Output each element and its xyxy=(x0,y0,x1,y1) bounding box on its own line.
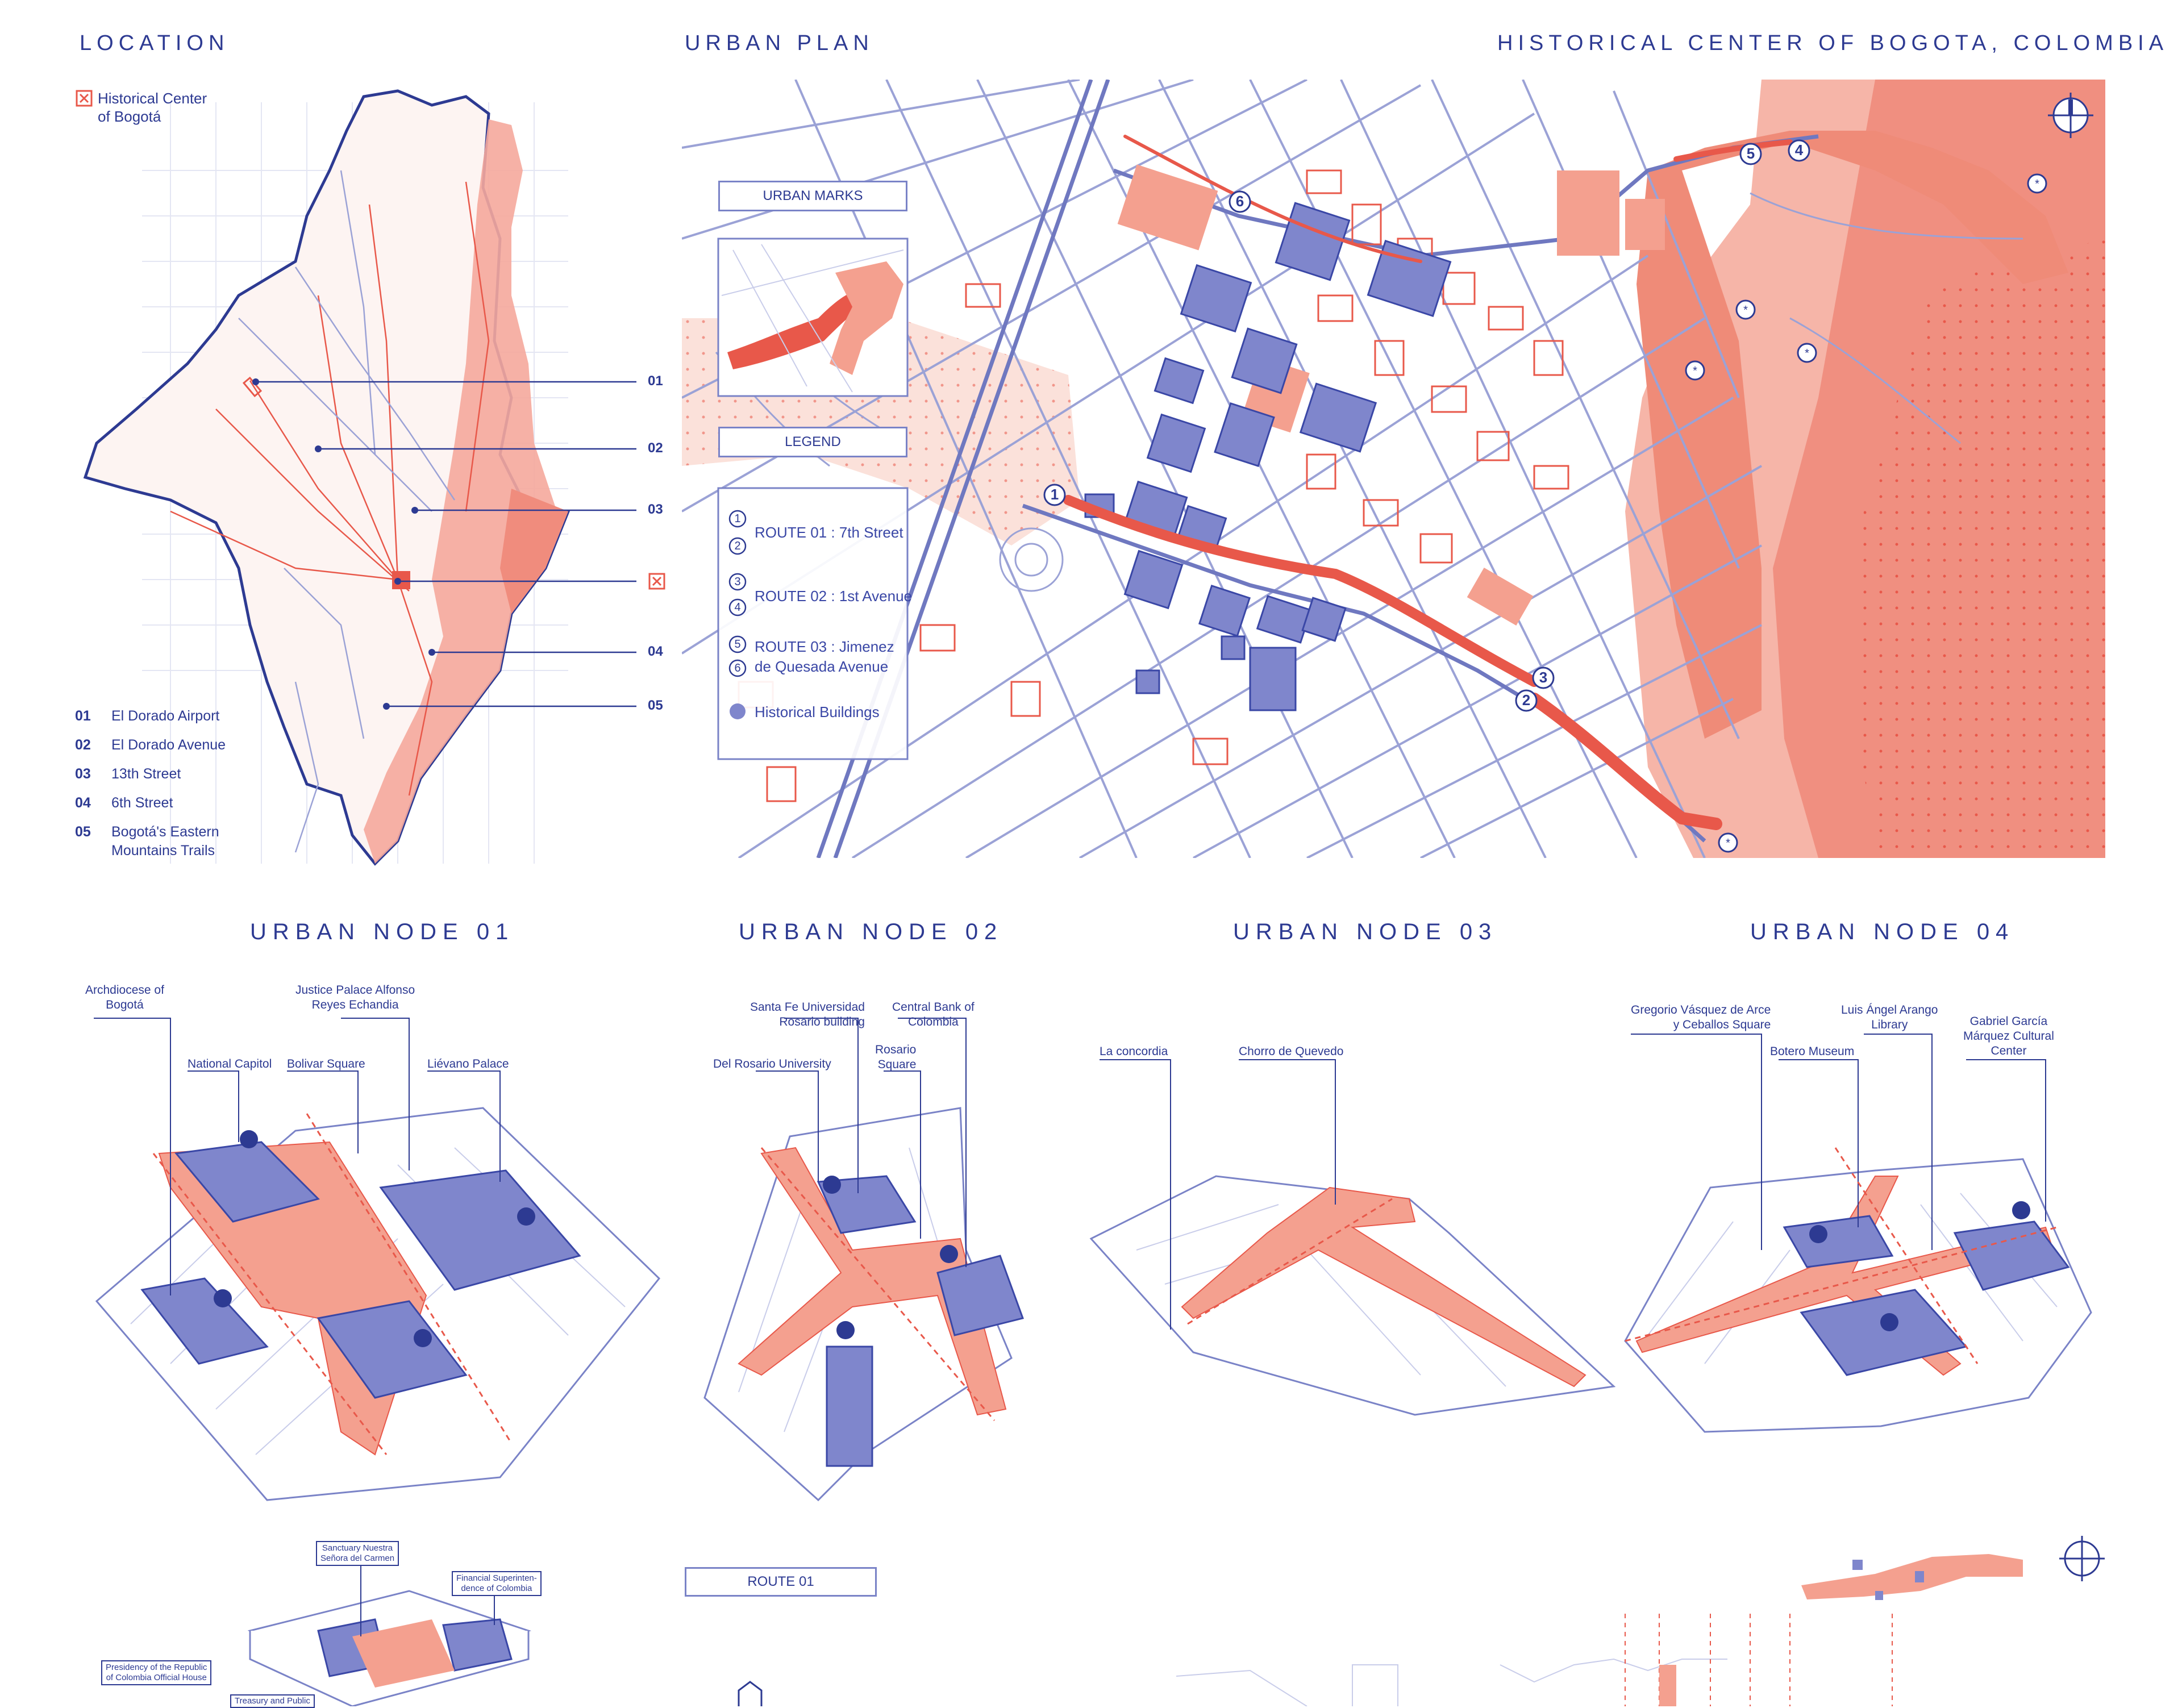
label-luis-angel-arango: Luis Ángel Arango Library xyxy=(1841,1003,1938,1031)
marker-03: 03 xyxy=(648,502,663,517)
label-justice-palace: Justice Palace Alfonso Reyes Echandia xyxy=(295,984,415,1011)
svg-text:*: * xyxy=(2035,178,2039,190)
node-03-title: URBAN NODE 03 xyxy=(1233,919,1498,944)
label-chorro-quevedo: Chorro de Quevedo xyxy=(1239,1045,1344,1058)
route-01-label: ROUTE 01 xyxy=(685,1567,877,1597)
route-marker-2: 2 xyxy=(1522,691,1531,709)
label-del-rosario: Del Rosario University xyxy=(713,1057,831,1070)
marker-01: 01 xyxy=(648,373,663,389)
legend-num: 1 xyxy=(734,513,741,525)
label-la-concordia: La concordia xyxy=(1100,1045,1168,1058)
label-archdiocese: Archdiocese of Bogotá xyxy=(85,984,164,1011)
label-rosario-square: Rosario Square xyxy=(875,1043,917,1071)
label-santa-fe: Santa Fe Universidad Rosario building xyxy=(750,1001,865,1028)
list-item: Mountains Trails xyxy=(111,843,215,859)
label-financial-superintendence: Financial Superinten-dence of Colombia xyxy=(452,1571,542,1596)
location-legend-line2: of Bogotá xyxy=(98,108,161,125)
location-legend: Historical Center of Bogotá xyxy=(98,89,207,126)
route-marker-6: 6 xyxy=(1235,193,1244,210)
legend-historical-buildings: Historical Buildings xyxy=(755,703,880,720)
route-marker-5: 5 xyxy=(1746,145,1755,162)
route-marker-3: 3 xyxy=(1539,669,1548,686)
list-item: 05 Bogotá's Eastern xyxy=(75,824,219,840)
svg-text:*: * xyxy=(1726,837,1730,849)
route-marker-4: 4 xyxy=(1794,141,1804,159)
svg-text:*: * xyxy=(1693,365,1697,377)
label-gabriel-garcia: Gabriel García Márquez Cultural Center xyxy=(1963,1015,2054,1057)
legend-route-03-line2: de Quesada Avenue xyxy=(755,658,889,675)
legend-route-01: ROUTE 01 : 7th Street xyxy=(755,524,903,541)
route-marker-1: 1 xyxy=(1050,486,1059,503)
legend-num: 5 xyxy=(734,638,741,651)
urban-marks-label: URBAN MARKS xyxy=(718,181,907,211)
label-treasury: Treasury and Public xyxy=(230,1694,315,1708)
legend-num: 3 xyxy=(734,576,741,588)
node-01-title: URBAN NODE 01 xyxy=(250,919,515,944)
marker-05: 05 xyxy=(648,698,663,713)
marker-04: 04 xyxy=(648,644,663,659)
label-central-bank: Central Bank of Colombia xyxy=(892,1001,975,1028)
list-item: 01 El Dorado Airport xyxy=(75,708,220,724)
project-title: HISTORICAL CENTER OF BOGOTA, COLOMBIA xyxy=(1497,31,2169,55)
svg-text:*: * xyxy=(1805,347,1809,360)
label-bolivar-square: Bolivar Square xyxy=(287,1057,365,1070)
list-item: 02 El Dorado Avenue xyxy=(75,737,226,753)
label-gregorio-square: Gregorio Vásquez de Arce y Ceballos Squar… xyxy=(1631,1003,1771,1031)
legend-route-02: ROUTE 02 : 1st Avenue xyxy=(755,588,912,605)
svg-text:*: * xyxy=(1743,304,1748,316)
label-national-capitol: National Capitol xyxy=(188,1057,272,1070)
legend-num: 6 xyxy=(734,662,741,674)
node-02-title: URBAN NODE 02 xyxy=(739,919,1003,944)
list-item: 03 13th Street xyxy=(75,766,181,782)
label-presidency: Presidency of the Republic of Colombia Of… xyxy=(101,1660,212,1685)
legend-label: LEGEND xyxy=(718,427,907,457)
label-lievano-palace: Liévano Palace xyxy=(427,1057,509,1070)
label-botero-museum: Botero Museum xyxy=(1770,1045,1855,1058)
urban-plan-title: URBAN PLAN xyxy=(685,31,874,55)
node-04-title: URBAN NODE 04 xyxy=(1750,919,2015,944)
list-item: 04 6th Street xyxy=(75,795,173,811)
location-list: 01 El Dorado Airport 02 El Dorado Avenue 0… xyxy=(75,702,226,865)
marker-02: 02 xyxy=(648,440,663,456)
location-legend-line1: Historical Center xyxy=(98,90,207,107)
legend-route-03: ROUTE 03 : Jimenez xyxy=(755,638,894,655)
location-title: LOCATION xyxy=(80,31,230,55)
legend-num: 4 xyxy=(734,601,741,614)
label-sanctuary: Sanctuary Nuestra Señora del Carmen xyxy=(316,1541,399,1566)
legend-num: 2 xyxy=(734,540,741,552)
